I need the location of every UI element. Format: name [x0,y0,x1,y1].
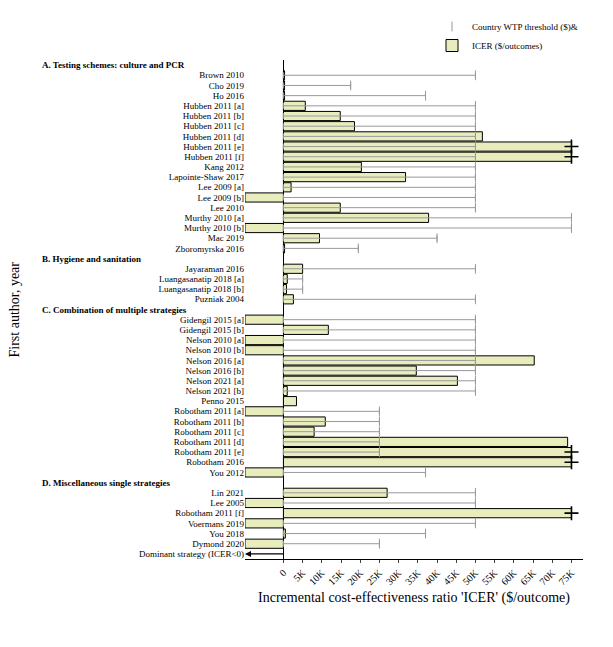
svg-text:Murthy 2010 [a]: Murthy 2010 [a] [185,213,245,223]
svg-text:Hubben 2011 [e]: Hubben 2011 [e] [183,142,244,152]
svg-text:First author, year: First author, year [7,262,22,358]
svg-text:5K: 5K [291,567,308,584]
svg-text:30K: 30K [384,567,405,588]
svg-text:Nelson 2016 [b]: Nelson 2016 [b] [186,366,245,376]
svg-text:Jayaraman 2016: Jayaraman 2016 [185,264,244,274]
svg-text:B. Hygiene and sanitation: B. Hygiene and sanitation [42,254,141,264]
svg-text:Robotham 2011 [e]: Robotham 2011 [e] [174,447,244,457]
svg-text:10K: 10K [307,567,328,588]
svg-text:Robotham 2011 [b]: Robotham 2011 [b] [174,417,244,427]
svg-text:Lee 2010: Lee 2010 [210,203,244,213]
svg-text:Zboromyrska 2016: Zboromyrska 2016 [175,244,244,254]
svg-text:35K: 35K [403,567,424,588]
svg-text:Robotham 2011 [f]: Robotham 2011 [f] [175,508,244,518]
svg-text:A. Testing schemes: culture an: A. Testing schemes: culture and PCR [42,60,185,70]
svg-text:Nelson 2021 [b]: Nelson 2021 [b] [186,386,245,396]
svg-text:Country WTP threshold ($)&: Country WTP threshold ($)& [472,22,578,32]
svg-text:You 2018: You 2018 [209,529,244,539]
svg-text:ICER ($/outcomes): ICER ($/outcomes) [472,41,542,51]
svg-text:Cho 2019: Cho 2019 [209,81,245,91]
svg-text:Gidengil 2015 [b]: Gidengil 2015 [b] [180,325,245,335]
svg-text:Kang 2012: Kang 2012 [204,162,244,172]
svg-text:Penno 2015: Penno 2015 [201,396,244,406]
svg-text:Hubben 2011 [d]: Hubben 2011 [d] [183,132,244,142]
svg-text:Luangasanatip 2018 [a]: Luangasanatip 2018 [a] [159,274,244,284]
svg-text:Robotham 2011 [d]: Robotham 2011 [d] [174,437,244,447]
svg-text:Nelson 2010 [a]: Nelson 2010 [a] [186,335,244,345]
svg-text:40K: 40K [422,567,443,588]
svg-text:Lee 2009 [a]: Lee 2009 [a] [198,182,244,192]
svg-text:75K: 75K [556,567,577,588]
svg-text:C. Combination of multiple str: C. Combination of multiple strategies [42,305,187,315]
svg-text:Dymond 2020: Dymond 2020 [192,539,244,549]
svg-text:Hubben 2011 [c]: Hubben 2011 [c] [183,121,244,131]
svg-text:45K: 45K [441,567,462,588]
svg-text:Brown 2010: Brown 2010 [199,70,244,80]
svg-text:Incremental cost-effectiveness: Incremental cost-effectiveness ratio 'IC… [258,590,570,606]
svg-text:Nelson 2016 [a]: Nelson 2016 [a] [186,356,244,366]
svg-text:Luangasanatip 2018 [b]: Luangasanatip 2018 [b] [159,284,244,294]
svg-text:60K: 60K [499,567,520,588]
svg-text:Lin 2021: Lin 2021 [211,488,244,498]
svg-text:55K: 55K [480,567,501,588]
svg-text:You 2012: You 2012 [209,468,244,478]
svg-text:0: 0 [277,567,288,578]
svg-text:Murthy 2010 [b]: Murthy 2010 [b] [184,223,244,233]
svg-text:Lee 2005: Lee 2005 [210,498,244,508]
svg-text:Puzniak 2004: Puzniak 2004 [195,294,245,304]
svg-text:Nelson 2010 [b]: Nelson 2010 [b] [186,345,245,355]
svg-text:Robotham 2011 [a]: Robotham 2011 [a] [174,406,244,416]
svg-text:Hubben 2011 [a]: Hubben 2011 [a] [183,101,244,111]
svg-text:Hubben 2011 [f]: Hubben 2011 [f] [184,152,244,162]
svg-text:20K: 20K [345,567,366,588]
svg-text:Nelson 2021 [a]: Nelson 2021 [a] [186,376,244,386]
svg-text:Hubben 2011 [b]: Hubben 2011 [b] [183,111,244,121]
svg-text:Voermans 2019: Voermans 2019 [188,519,245,529]
svg-text:65K: 65K [518,567,539,588]
svg-text:D. Miscellaneous single strate: D. Miscellaneous single strategies [42,478,170,488]
svg-text:Lapointe-Shaw 2017: Lapointe-Shaw 2017 [169,172,245,182]
svg-text:70K: 70K [537,567,558,588]
svg-text:15K: 15K [326,567,347,588]
svg-text:50K: 50K [460,567,481,588]
svg-text:25K: 25K [364,567,385,588]
svg-text:Robotham 2011 [c]: Robotham 2011 [c] [174,427,244,437]
svg-text:Dominant strategy (ICER<0): Dominant strategy (ICER<0) [139,549,244,559]
svg-text:Gidengil 2015 [a]: Gidengil 2015 [a] [180,315,244,325]
svg-text:Ho 2016: Ho 2016 [213,91,245,101]
svg-text:Lee 2009 [b]: Lee 2009 [b] [198,193,244,203]
svg-text:Mac 2019: Mac 2019 [208,233,245,243]
svg-text:Robotham 2016: Robotham 2016 [186,457,244,467]
